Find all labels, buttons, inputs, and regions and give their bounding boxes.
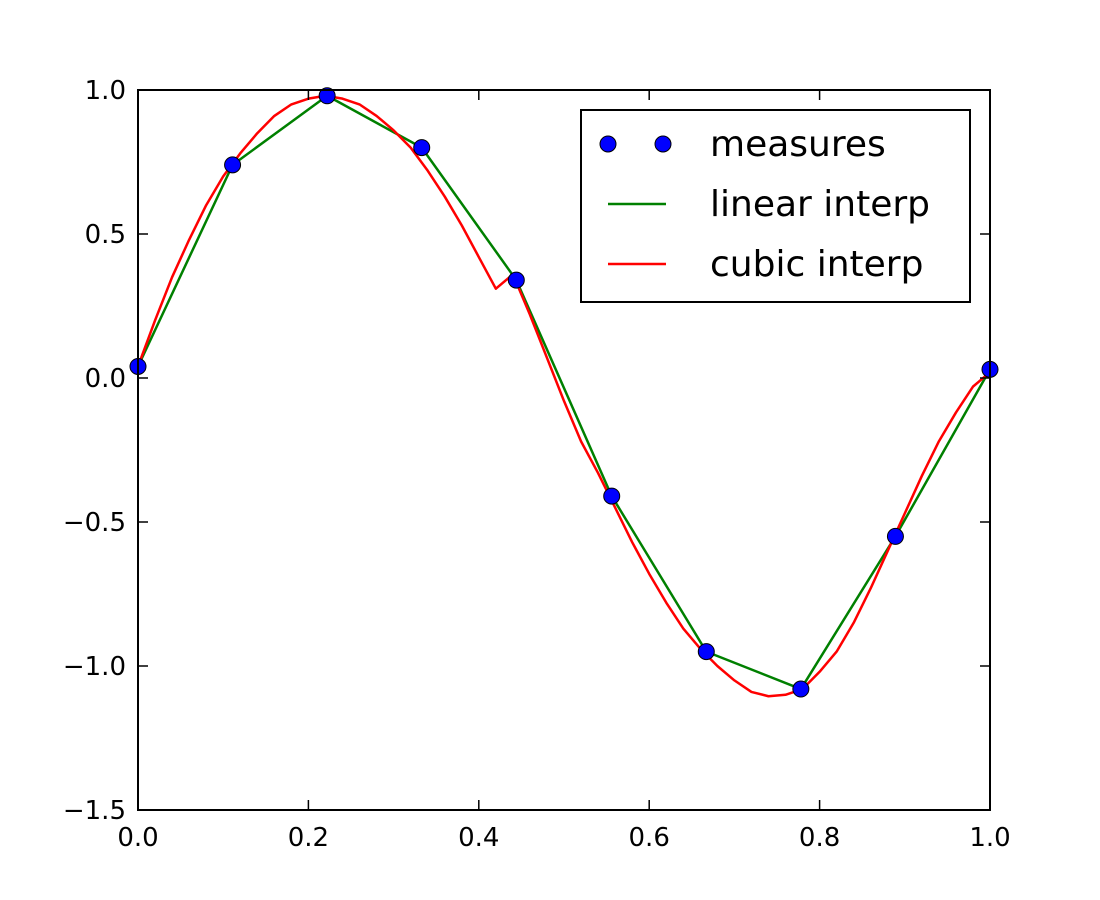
x-tick-label: 0.6 (629, 823, 670, 853)
y-tick-label: −0.5 (63, 508, 126, 538)
data-point (318, 87, 336, 105)
legend-label: cubic interp (710, 244, 923, 285)
y-tick-label: 0.5 (85, 220, 126, 250)
legend-marker (654, 135, 672, 153)
legend-marker (599, 135, 617, 153)
ticks-layer: 0.0 0.2 0.4 0.6 0.8 1.0 1.0 0.5 0.0 −0.5 −1.0 −1.5 (63, 76, 1011, 853)
x-tick-label: 0.2 (288, 823, 329, 853)
series-line-cubic-interp (136, 94, 991, 698)
series-layer (129, 87, 999, 698)
legend: measures linear interp cubic interp (580, 109, 971, 303)
x-tick-label: 0.4 (458, 823, 499, 853)
y-tick-label: 0.0 (85, 364, 126, 394)
data-point (886, 527, 904, 545)
data-point (697, 643, 715, 661)
y-tick-label: 1.0 (85, 76, 126, 106)
legend-box (580, 109, 971, 303)
data-point (224, 156, 242, 174)
y-tick-label: −1.5 (63, 796, 126, 826)
legend-label: linear interp (710, 184, 930, 225)
legend-label: measures (710, 124, 886, 165)
plot-frame (137, 89, 991, 811)
data-point (603, 487, 621, 505)
y-tick-label: −1.0 (63, 652, 126, 682)
x-tick-label: 0.0 (117, 823, 158, 853)
series-line-linear-interp (136, 94, 992, 691)
data-point (792, 680, 810, 698)
x-tick-label: 0.8 (799, 823, 840, 853)
data-point (507, 271, 525, 289)
x-tick-label: 1.0 (969, 823, 1010, 853)
data-point (413, 139, 431, 157)
